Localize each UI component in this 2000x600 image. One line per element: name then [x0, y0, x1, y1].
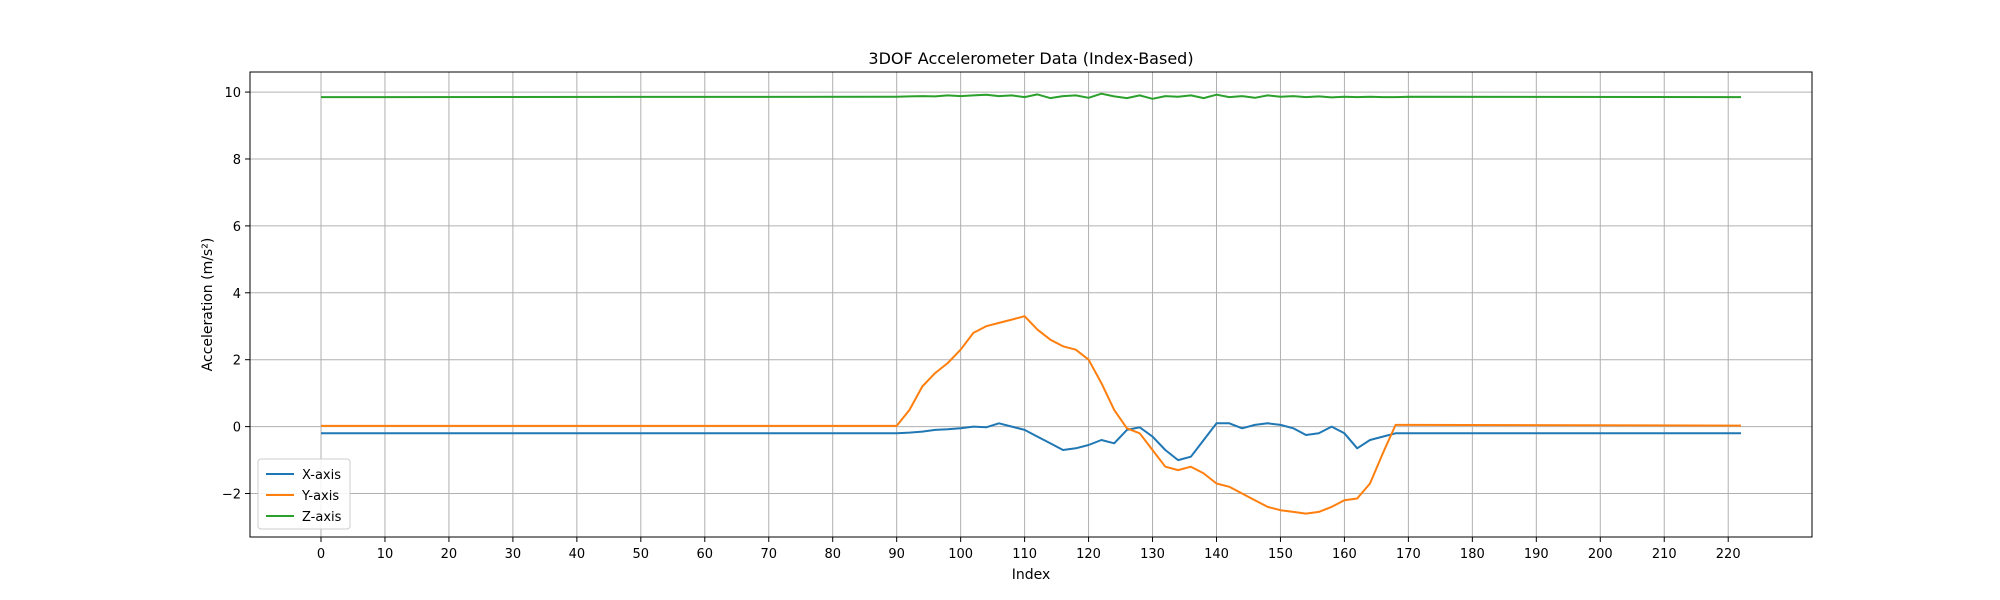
- legend-label-y-axis: Y-axis: [301, 489, 339, 504]
- y-tick-label: 4: [233, 287, 241, 302]
- legend-label-x-axis: X-axis: [302, 468, 341, 483]
- chart-title: 3DOF Accelerometer Data (Index-Based): [868, 49, 1193, 68]
- series-line-y-axis: [321, 315, 1742, 515]
- x-axis-label: Index: [1012, 567, 1051, 583]
- x-tick-label: 70: [760, 547, 777, 562]
- y-tick-label: 8: [233, 153, 241, 168]
- x-tick-label: 100: [948, 547, 973, 562]
- x-tick-label: 90: [888, 547, 905, 562]
- x-tick-label: 40: [569, 547, 586, 562]
- x-tick-label: 30: [505, 547, 522, 562]
- x-tick-label: 130: [1140, 547, 1165, 562]
- legend-box: [257, 458, 351, 530]
- y-tick-label: 2: [233, 354, 241, 369]
- y-tick-label: 10: [224, 86, 241, 101]
- x-tick-label: 140: [1204, 547, 1229, 562]
- axis-ticks: 0 10 20 30 40 50 60 70 80 90 100 110 120 130 140 150 160…: [222, 86, 1741, 562]
- x-tick-label: 170: [1396, 547, 1421, 562]
- plot-lines: [320, 92, 1742, 515]
- y-axis-label: Acceleration (m/s²): [200, 238, 216, 372]
- x-tick-label: 120: [1076, 547, 1101, 562]
- series-line-z-axis: [320, 92, 1742, 100]
- x-tick-label: 20: [441, 547, 458, 562]
- x-tick-label: 200: [1588, 547, 1613, 562]
- x-tick-label: 50: [633, 547, 650, 562]
- x-tick-label: 80: [824, 547, 841, 562]
- x-tick-label: 60: [697, 547, 714, 562]
- grid-lines: [250, 72, 1812, 537]
- y-tick-label: 0: [233, 421, 241, 436]
- x-tick-label: 10: [377, 547, 394, 562]
- y-tick-label: 6: [233, 220, 241, 235]
- y-tick-label: −2: [222, 488, 241, 503]
- x-tick-label: 150: [1268, 547, 1293, 562]
- x-tick-label: 180: [1460, 547, 1485, 562]
- series-line-x-axis: [321, 422, 1741, 462]
- x-tick-label: 0: [317, 547, 325, 562]
- x-tick-label: 110: [1012, 547, 1037, 562]
- legend: X-axis Y-axis Z-axis: [257, 458, 351, 530]
- x-tick-label: 220: [1716, 547, 1741, 562]
- x-tick-label: 210: [1652, 547, 1677, 562]
- legend-label-z-axis: Z-axis: [302, 510, 342, 525]
- x-tick-label: 190: [1524, 547, 1549, 562]
- x-tick-label: 160: [1332, 547, 1357, 562]
- plot-frame: [249, 71, 1813, 538]
